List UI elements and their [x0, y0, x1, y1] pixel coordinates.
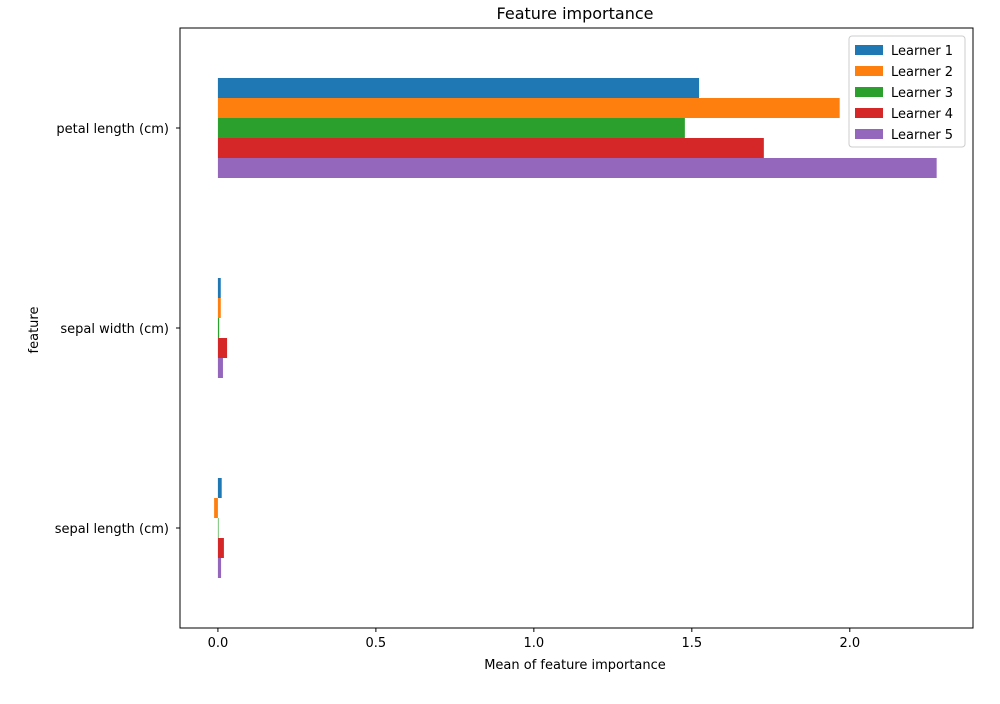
- bar-2-3: [217, 98, 840, 118]
- legend-swatch: [855, 45, 883, 55]
- ticks-layer: 0.0 0.5 1.0 1.5 2.0 sepal length (cm) sepal wi…: [55, 122, 860, 651]
- bar-1-3: [217, 78, 700, 98]
- x-axis-label: Mean of feature importance: [484, 658, 666, 673]
- bar-1-1: [217, 478, 222, 498]
- legend: Learner 1 Learner 2 Learner 3 Learner 4 Lear…: [848, 35, 966, 148]
- bar-3-2: [217, 318, 220, 338]
- bar-5-2: [217, 358, 223, 378]
- legend-label: Learner 4: [891, 107, 953, 122]
- legend-label: Learner 2: [891, 65, 953, 80]
- y-tick-label: sepal width (cm): [60, 322, 169, 337]
- legend-swatch: [855, 87, 883, 97]
- y-tick-label: petal length (cm): [56, 122, 169, 137]
- bar-2-2: [217, 298, 221, 318]
- x-tick-label: 0.0: [208, 636, 229, 651]
- legend-label: Learner 1: [891, 44, 953, 59]
- chart-title: Feature importance: [497, 4, 654, 23]
- x-tick-label: 2.0: [839, 636, 860, 651]
- bar-5-1: [217, 558, 222, 578]
- legend-box: [848, 35, 966, 148]
- legend-swatch: [855, 129, 883, 139]
- bar-4-1: [217, 538, 224, 558]
- x-tick-label: 1.0: [524, 636, 545, 651]
- bar-2-1: [214, 498, 218, 518]
- y-tick-label: sepal length (cm): [55, 522, 169, 537]
- bar-4-2: [217, 338, 228, 358]
- bar-5-3: [217, 158, 937, 178]
- legend-swatch: [855, 108, 883, 118]
- bar-3-3: [217, 118, 685, 138]
- bar-3-1: [217, 518, 219, 538]
- bar-1-2: [217, 278, 221, 298]
- x-tick-label: 1.5: [681, 636, 702, 651]
- legend-label: Learner 5: [891, 128, 953, 143]
- x-tick-label: 0.5: [366, 636, 387, 651]
- plot-frame: [179, 27, 974, 629]
- bar-4-3: [217, 138, 764, 158]
- legend-swatch: [855, 66, 883, 76]
- y-axis-label: feature: [27, 307, 42, 354]
- bars-layer: [214, 78, 937, 578]
- legend-label: Learner 3: [891, 86, 953, 101]
